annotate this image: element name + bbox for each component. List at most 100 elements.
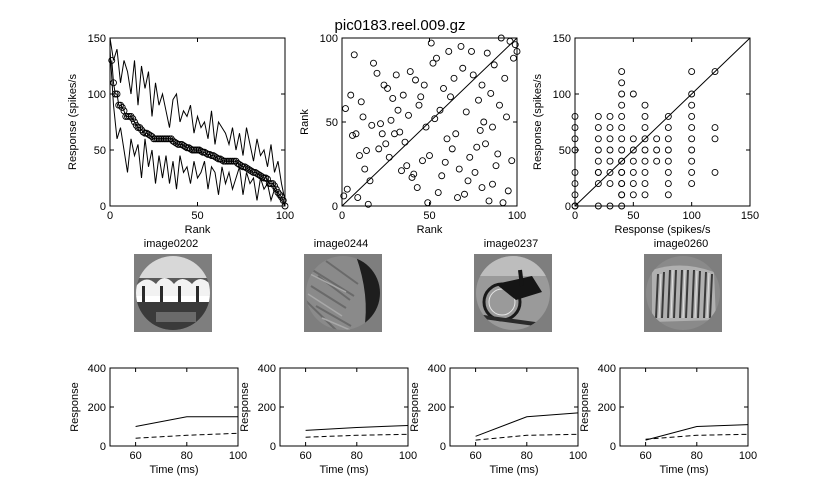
scatter-point	[688, 168, 696, 176]
x-tick-label: 0	[107, 210, 113, 222]
scatter-point	[429, 59, 437, 67]
image-frame-4	[644, 254, 722, 332]
x-tick-label: 80	[691, 450, 703, 462]
y-tick-label: 0	[100, 441, 106, 453]
scatter-point	[653, 135, 661, 143]
x-tick-label: 100	[229, 450, 247, 462]
psth-2-axes: 60 80 100 0 200 400 Time (ms) Response	[239, 363, 417, 476]
x-tick-label: 100	[682, 210, 700, 222]
y-tick-label: 50	[94, 145, 106, 157]
scatter-point	[489, 123, 496, 131]
data-point	[155, 135, 163, 143]
scatter-point	[594, 168, 602, 176]
scatter-point	[618, 168, 626, 176]
scatter-point	[448, 145, 456, 153]
data-point	[187, 145, 194, 153]
y-axis-label: Rank	[299, 109, 311, 135]
data-point	[204, 151, 212, 158]
data-point	[118, 103, 126, 111]
x-tick-label: 100	[569, 450, 587, 462]
scatter-point	[424, 199, 432, 207]
x-tick-label: 80	[181, 450, 193, 462]
data-point	[145, 130, 152, 138]
scatter-point	[431, 115, 439, 123]
scatter-point	[629, 135, 637, 143]
x-tick-label: 100	[399, 450, 417, 462]
scatter-point	[478, 81, 486, 89]
scatter-point	[688, 157, 696, 165]
scatter-point	[711, 135, 719, 143]
y-tick-label: 0	[440, 441, 446, 453]
scatter-point	[688, 124, 696, 132]
image-0244-picture	[306, 256, 380, 330]
response-response-frame	[574, 37, 751, 207]
data-point	[159, 135, 166, 143]
y-tick-label: 400	[258, 363, 276, 375]
scatter-point	[571, 146, 579, 154]
scatter-point	[422, 123, 430, 131]
scatter-point	[396, 128, 404, 136]
y-tick-label: 150	[553, 33, 571, 45]
scatter-point	[436, 106, 444, 114]
data-point	[157, 135, 165, 143]
scatter-point	[606, 202, 614, 210]
scatter-point	[410, 170, 418, 178]
scatter-point	[466, 153, 474, 161]
data-point	[143, 129, 151, 137]
scatter-point	[504, 187, 512, 195]
data-point	[127, 112, 135, 120]
scatter-point	[618, 101, 626, 109]
psth-4-axes: 60 80 100 0 200 400 Time (ms) Response	[579, 363, 757, 476]
scatter-point	[441, 158, 449, 166]
grating-icon	[646, 256, 720, 330]
data-point	[241, 163, 249, 171]
scatter-point	[571, 202, 579, 210]
data-point	[234, 159, 242, 167]
scatter-point	[618, 79, 626, 87]
scatter-point	[373, 69, 381, 77]
scatter-point	[450, 74, 458, 82]
scatter-point	[711, 68, 719, 76]
scatter-point	[494, 150, 502, 158]
data-point	[136, 124, 144, 132]
rank-response-series-3-line	[109, 49, 286, 207]
y-tick-label: 400	[598, 363, 616, 375]
scatter-point	[462, 108, 470, 116]
image-0237-picture	[476, 256, 550, 330]
image-frame-3	[474, 254, 552, 332]
scatter-point	[375, 145, 383, 153]
scatter-point	[571, 168, 579, 176]
scatter-point	[653, 157, 661, 165]
data-point	[251, 168, 259, 176]
scatter-point	[688, 101, 696, 109]
scatter-point	[357, 98, 365, 106]
scatter-point	[496, 101, 503, 109]
scatter-point	[606, 180, 614, 188]
scatter-point	[618, 202, 626, 210]
scatter-point	[350, 51, 358, 59]
scatter-point	[464, 177, 472, 185]
scatter-point	[664, 135, 672, 143]
x-tick-label: 50	[627, 210, 639, 222]
scatter-point	[664, 124, 672, 132]
scatter-point	[415, 101, 423, 109]
scatter-point	[398, 167, 405, 175]
scatter-point	[364, 200, 372, 208]
data-point	[281, 202, 289, 210]
scatter-point	[664, 146, 672, 154]
scatter-point	[506, 37, 514, 45]
data-point	[150, 135, 158, 143]
psth-1-series-1-line	[135, 416, 238, 427]
scatter-point	[382, 140, 390, 148]
scatter-point	[480, 118, 488, 126]
psth-4-series-2-line	[645, 433, 749, 440]
rank-response-series-2-line	[109, 37, 286, 201]
data-point	[220, 157, 228, 165]
scatter-point	[473, 143, 481, 151]
x-tick-label: 60	[469, 450, 481, 462]
scatter-point	[468, 47, 475, 55]
scatter-point	[440, 84, 447, 92]
y-tick-label: 100	[553, 89, 571, 101]
